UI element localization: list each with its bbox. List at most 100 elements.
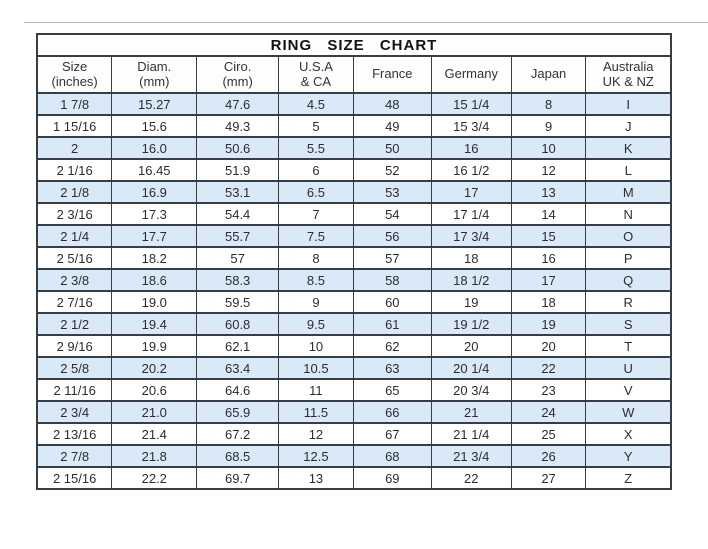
cell: 68 (352, 444, 432, 468)
cell: 2 1/8 (36, 180, 113, 204)
cell: 5 (278, 114, 354, 138)
cell: 2 11/16 (36, 378, 113, 402)
column-header: U.S.A & CA (278, 55, 354, 94)
table-row: 2 1/8 16.9 53.1 6.5 53 17 13 M (36, 180, 672, 204)
cell: 11 (278, 378, 354, 402)
cell: 25 (510, 422, 587, 446)
cell: 16.9 (111, 180, 198, 204)
cell: 22 (510, 356, 587, 380)
cell: 20.2 (111, 356, 198, 380)
cell: 2 3/16 (36, 202, 113, 226)
cell: 26 (510, 444, 587, 468)
cell: 12 (510, 158, 587, 182)
cell: 58.3 (196, 268, 280, 292)
cell: 65 (352, 378, 432, 402)
cell: W (585, 400, 672, 424)
cell: 2 5/16 (36, 246, 113, 270)
cell: 10 (278, 334, 354, 358)
cell: 53.1 (196, 180, 280, 204)
cell: 48 (352, 92, 432, 116)
cell: 18.6 (111, 268, 198, 292)
cell: 15.6 (111, 114, 198, 138)
cell: 2 9/16 (36, 334, 113, 358)
table-row: 2 5/8 20.2 63.4 10.5 63 20 1/4 22 U (36, 356, 672, 380)
cell: 18 1/2 (430, 268, 512, 292)
cell: 1 7/8 (36, 92, 113, 116)
table-row: 2 5/16 18.2 57 8 57 18 16 P (36, 246, 672, 270)
cell: 16 (430, 136, 512, 160)
ring-size-chart-table: RING SIZE CHART Size (inches) Diam. (mm) Cir… (36, 33, 672, 490)
cell: 68.5 (196, 444, 280, 468)
cell: 21 (430, 400, 512, 424)
cell: 8 (510, 92, 587, 116)
cell: 60.8 (196, 312, 280, 336)
cell: 12 (278, 422, 354, 446)
cell: 19.4 (111, 312, 198, 336)
cell: 10.5 (278, 356, 354, 380)
cell: 16 (510, 246, 587, 270)
table-row: 2 1/4 17.7 55.7 7.5 56 17 3/4 15 O (36, 224, 672, 248)
cell: 16.0 (111, 136, 198, 160)
cell: R (585, 290, 672, 314)
cell: 60 (352, 290, 432, 314)
cell: 12.5 (278, 444, 354, 468)
cell: 21.8 (111, 444, 198, 468)
cell: 24 (510, 400, 587, 424)
table-row: 2 11/16 20.6 64.6 11 65 20 3/4 23 V (36, 378, 672, 402)
column-header: Germany (430, 55, 512, 94)
cell: 2 1/2 (36, 312, 113, 336)
column-header: France (352, 55, 432, 94)
cell: 19.9 (111, 334, 198, 358)
column-header: Ciro. (mm) (196, 55, 280, 94)
cell: 17.3 (111, 202, 198, 226)
table-row: 2 1/2 19.4 60.8 9.5 61 19 1/2 19 S (36, 312, 672, 336)
cell: 15.27 (111, 92, 198, 116)
cell: 22 (430, 466, 512, 490)
cell: J (585, 114, 672, 138)
cell: 53 (352, 180, 432, 204)
cell: 21 1/4 (430, 422, 512, 446)
table-row: 2 16.0 50.6 5.5 50 16 10 K (36, 136, 672, 160)
cell: 2 15/16 (36, 466, 113, 490)
cell: 17 1/4 (430, 202, 512, 226)
cell: 57 (196, 246, 280, 270)
cell: 18 (510, 290, 587, 314)
column-header: Australia UK & NZ (585, 55, 672, 94)
cell: 22.2 (111, 466, 198, 490)
cell: 21 3/4 (430, 444, 512, 468)
cell: 1 15/16 (36, 114, 113, 138)
cell: 14 (510, 202, 587, 226)
cell: 2 7/16 (36, 290, 113, 314)
cell: 52 (352, 158, 432, 182)
cell: 2 1/4 (36, 224, 113, 248)
top-divider-line (24, 22, 708, 23)
cell: 69.7 (196, 466, 280, 490)
cell: 21.4 (111, 422, 198, 446)
cell: 8.5 (278, 268, 354, 292)
cell: 57 (352, 246, 432, 270)
table-row: 2 7/8 21.8 68.5 12.5 68 21 3/4 26 Y (36, 444, 672, 468)
table-row: 2 3/8 18.6 58.3 8.5 58 18 1/2 17 Q (36, 268, 672, 292)
cell: N (585, 202, 672, 226)
cell: 17 (510, 268, 587, 292)
cell: 21.0 (111, 400, 198, 424)
cell: 18 (430, 246, 512, 270)
cell: Q (585, 268, 672, 292)
cell: 2 3/4 (36, 400, 113, 424)
cell: 19 (510, 312, 587, 336)
cell: 58 (352, 268, 432, 292)
cell: 65.9 (196, 400, 280, 424)
column-header: Diam. (mm) (111, 55, 198, 94)
cell: 17 3/4 (430, 224, 512, 248)
cell: 63 (352, 356, 432, 380)
cell: 9 (278, 290, 354, 314)
table-row: 2 3/4 21.0 65.9 11.5 66 21 24 W (36, 400, 672, 424)
cell: S (585, 312, 672, 336)
cell: 20 1/4 (430, 356, 512, 380)
cell: 6 (278, 158, 354, 182)
cell: 9.5 (278, 312, 354, 336)
cell: 67.2 (196, 422, 280, 446)
cell: 63.4 (196, 356, 280, 380)
chart-title: RING SIZE CHART (36, 33, 672, 57)
cell: P (585, 246, 672, 270)
